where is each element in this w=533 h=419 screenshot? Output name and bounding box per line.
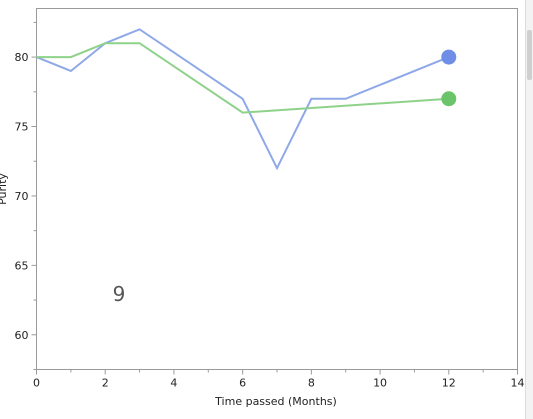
y-tick-label: 60 xyxy=(15,329,29,342)
y-tick-label: 65 xyxy=(15,259,29,272)
series-layer xyxy=(36,28,457,171)
annotation-label: 9 xyxy=(113,282,126,306)
plot-frame xyxy=(36,8,518,370)
x-tick-label: 10 xyxy=(373,377,387,390)
x-tick-label: 14 xyxy=(511,377,525,390)
x-tick-label: 4 xyxy=(170,377,177,390)
x-axis-title: Time passed (Months) xyxy=(214,395,337,408)
vertical-scrollbar[interactable] xyxy=(525,0,533,419)
y-tick-label: 80 xyxy=(15,51,29,64)
x-tick-label: 0 xyxy=(33,377,40,390)
x-tick-label: 8 xyxy=(308,377,315,390)
series-2-end-marker xyxy=(441,91,457,107)
y-axis: 60 65 70 75 80 xyxy=(15,21,37,370)
x-tick-label: 6 xyxy=(239,377,246,390)
scrollbar-thumb[interactable] xyxy=(527,30,532,80)
y-tick-label: 75 xyxy=(15,121,29,134)
series-1-end-marker xyxy=(441,49,457,65)
x-tick-label: 2 xyxy=(102,377,109,390)
x-tick-label: 12 xyxy=(442,377,456,390)
y-tick-label: 70 xyxy=(15,190,29,203)
series-2-line xyxy=(36,42,449,114)
series-1-line xyxy=(36,28,450,171)
x-axis: 0 2 4 6 8 10 12 14 xyxy=(33,369,525,390)
y-axis-title: Purity xyxy=(0,173,9,205)
